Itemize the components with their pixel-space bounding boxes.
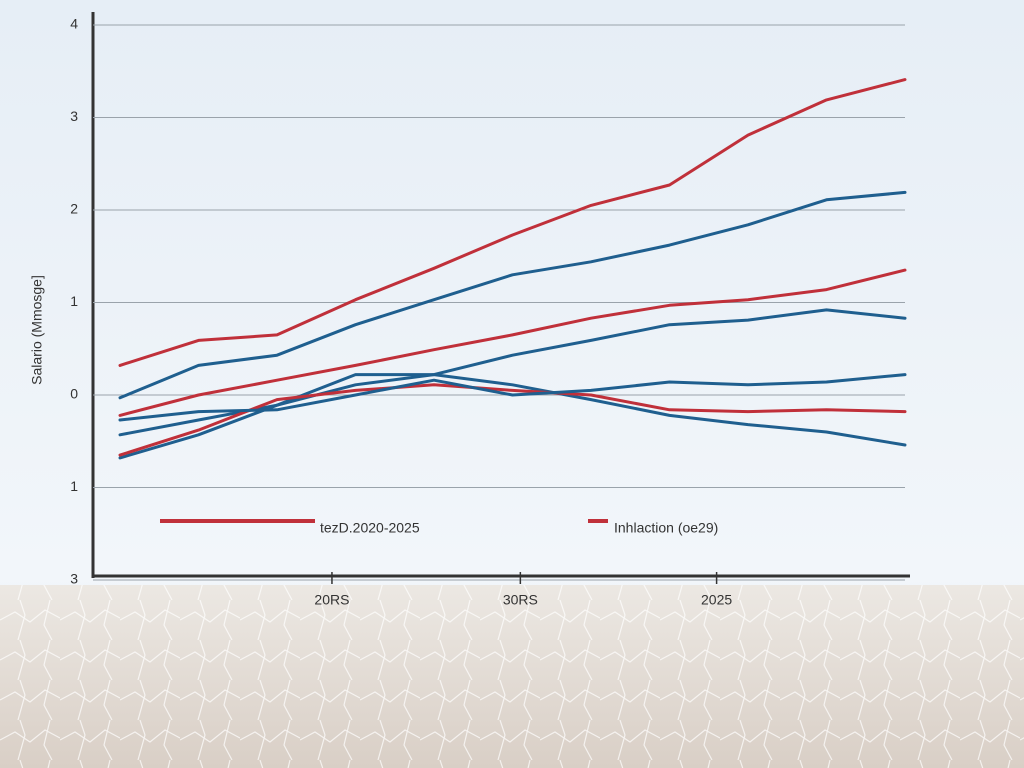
y-tick-label: 1 bbox=[70, 293, 78, 309]
y-tick-label: 3 bbox=[70, 108, 78, 124]
y-axis-label: Salario (Mmosge] bbox=[29, 275, 45, 385]
series-line bbox=[118, 373, 907, 422]
x-tick-label: 2025 bbox=[701, 592, 732, 608]
y-tick-label: 0 bbox=[70, 386, 78, 402]
x-tick-label: 30RS bbox=[503, 592, 538, 608]
y-tick-label: 2 bbox=[70, 201, 78, 217]
y-tick-label: 1 bbox=[70, 478, 78, 494]
series-line bbox=[118, 373, 907, 460]
legend-label: tezD.2020-2025 bbox=[320, 520, 420, 536]
y-tick-label: 3 bbox=[70, 571, 78, 587]
series-line bbox=[118, 268, 907, 417]
series-line bbox=[118, 78, 907, 367]
y-tick-label: 4 bbox=[70, 16, 78, 32]
series-line bbox=[118, 190, 907, 400]
floor-texture bbox=[0, 585, 1024, 768]
legend-label: Inhlaction (oe29) bbox=[614, 520, 718, 536]
x-tick-label: 20RS bbox=[314, 592, 349, 608]
